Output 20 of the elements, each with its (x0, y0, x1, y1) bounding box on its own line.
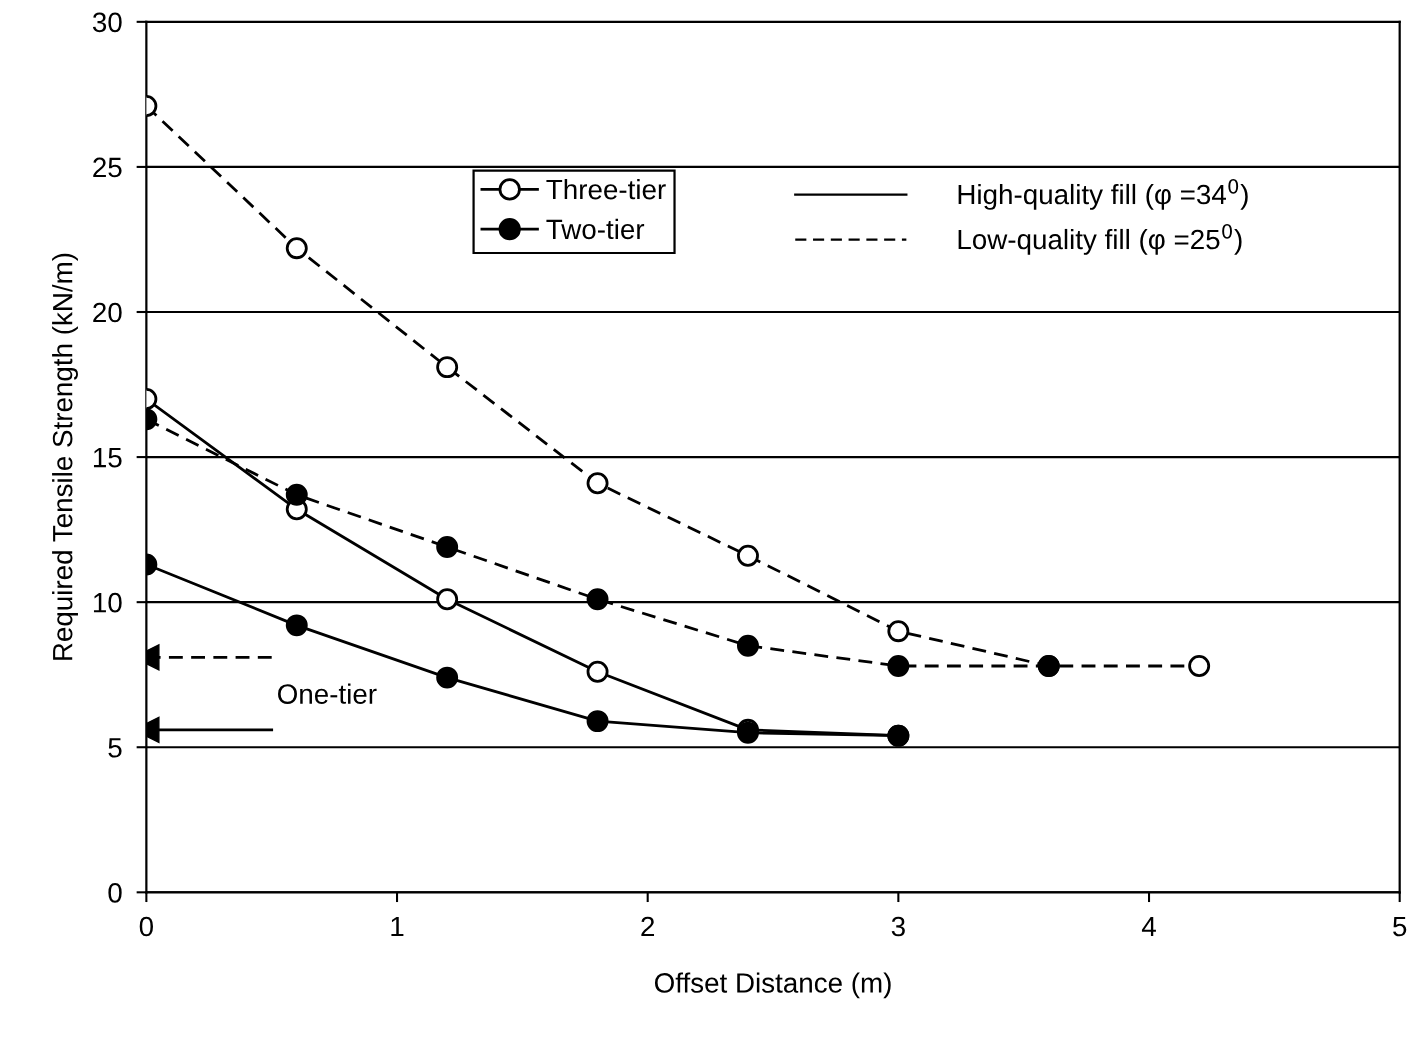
legend-label: Three-tier (546, 178, 666, 200)
y-tick-label: 25 (93, 157, 122, 178)
x-axis-title: Offset Distance (m) (654, 972, 891, 999)
y-tick-label: 0 (108, 882, 122, 903)
x-tick-label: 3 (891, 916, 905, 937)
x-tick-label: 0 (139, 916, 153, 937)
x-tick-label: 5 (1393, 916, 1407, 937)
x-tick-label: 2 (641, 916, 655, 937)
y-axis-title: Required Tensile Strength (kN/m) (52, 253, 78, 660)
x-tick-label: 1 (391, 916, 404, 937)
y-tick-label: 15 (93, 448, 122, 468)
legend-label: Two-tier (546, 218, 645, 240)
y-tick-label: 20 (93, 302, 122, 323)
y-tick-label: 10 (93, 592, 122, 613)
legend-label: Low-quality fill (φ =25$^{0}$) (958, 223, 1242, 255)
legend-label: High-quality fill (φ =34$^{0}$) (958, 178, 1248, 210)
y-tick-label: 30 (92, 12, 122, 33)
annotation: One-tier (278, 683, 377, 704)
x-tick-label: 4 (1141, 916, 1156, 937)
y-tick-label: 5 (108, 738, 122, 758)
